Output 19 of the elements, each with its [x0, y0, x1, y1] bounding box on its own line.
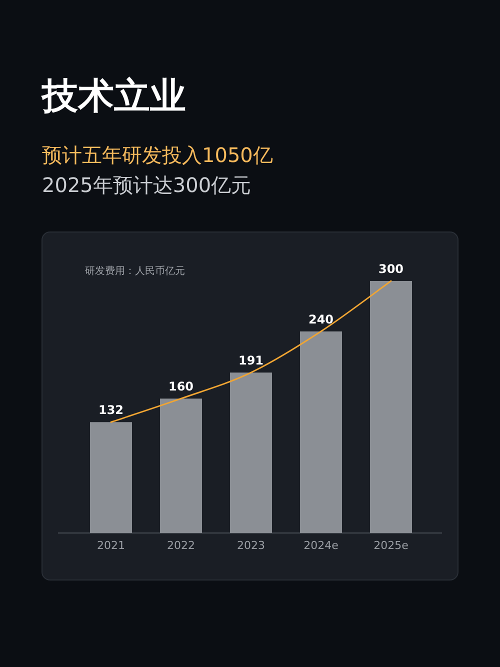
x-tick-label: 2023	[237, 539, 265, 552]
data-label: 240	[308, 312, 334, 326]
text: 2025年预计达300亿元	[42, 173, 252, 197]
chart-title: 技术立业	[40, 76, 186, 117]
x-tick-label: 2024e	[304, 539, 339, 552]
text: 研发费用：人民币亿元	[85, 265, 185, 277]
bar	[370, 281, 412, 533]
data-label: 160	[168, 380, 194, 394]
bar	[160, 398, 202, 533]
x-tick-label: 2022	[167, 539, 195, 552]
data-label: 132	[98, 403, 124, 418]
bar	[230, 372, 272, 533]
chart-subtitle: 预计五年研发投入1050亿	[42, 143, 273, 167]
data-label: 191	[238, 354, 264, 368]
x-tick-label: 2025e	[374, 539, 409, 552]
bar	[90, 422, 132, 533]
bar	[300, 331, 342, 533]
data-label: 300	[378, 262, 404, 276]
x-tick-label: 2021	[97, 539, 125, 552]
